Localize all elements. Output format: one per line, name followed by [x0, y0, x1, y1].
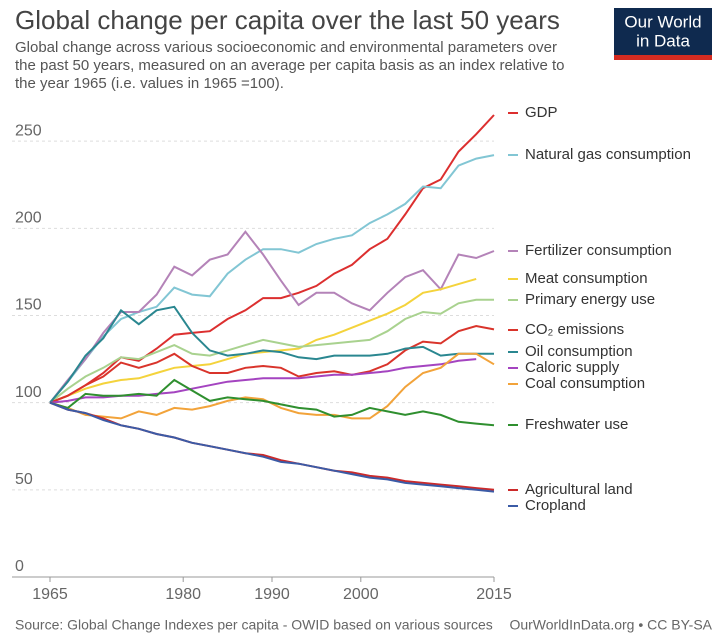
logo-text: in Data [636, 31, 690, 50]
series-line [49, 352, 495, 420]
x-tick-label: 1990 [254, 586, 290, 603]
series-line [49, 401, 495, 491]
x-tick-label: 1980 [165, 586, 201, 603]
chart-title: Global change per capita over the last 5… [15, 5, 560, 35]
legend-label: Caloric supply [525, 359, 620, 376]
legend-label: GDP [525, 104, 558, 121]
legend-label: Natural gas consumption [525, 146, 691, 163]
license: OurWorldInData.org • CC BY-SA [509, 617, 712, 633]
legend-label: Coal consumption [525, 375, 645, 392]
series-line [49, 378, 495, 427]
series-line [49, 324, 495, 404]
logo-box [614, 8, 712, 60]
x-tick-label: 2015 [476, 586, 512, 603]
subtitle: the year 1965 (i.e. values in 1965 =100)… [15, 75, 284, 92]
legend-label: CO₂ emissions [525, 321, 624, 338]
source: Source: Global Change Indexes per capita… [15, 617, 493, 633]
logo-text: Our World [624, 12, 701, 31]
legend-label: Oil consumption [525, 343, 633, 360]
y-tick-label: 50 [15, 471, 33, 488]
legend-label: Cropland [525, 497, 586, 514]
y-tick-label: 250 [15, 122, 42, 139]
logo-bar [614, 55, 712, 60]
legend-label: Freshwater use [525, 416, 628, 433]
y-tick-label: 200 [15, 210, 42, 227]
legend-label: Fertilizer consumption [525, 242, 672, 259]
series-line [49, 401, 495, 493]
series-line [49, 298, 494, 404]
series-line [49, 305, 494, 404]
y-tick-label: 0 [15, 558, 24, 575]
x-tick-label: 2000 [343, 586, 379, 603]
legend-label: Agricultural land [525, 481, 633, 498]
legend-label: Meat consumption [525, 270, 648, 287]
y-tick-label: 150 [15, 297, 42, 314]
y-tick-label: 100 [15, 384, 42, 401]
x-tick-label: 1965 [32, 586, 68, 603]
series-line [49, 154, 495, 404]
legend-label: Primary energy use [525, 291, 655, 308]
subtitle: Global change across various socioeconom… [15, 39, 557, 56]
subtitle: the past 50 years, measured on an averag… [15, 57, 565, 74]
series-line [49, 277, 477, 404]
